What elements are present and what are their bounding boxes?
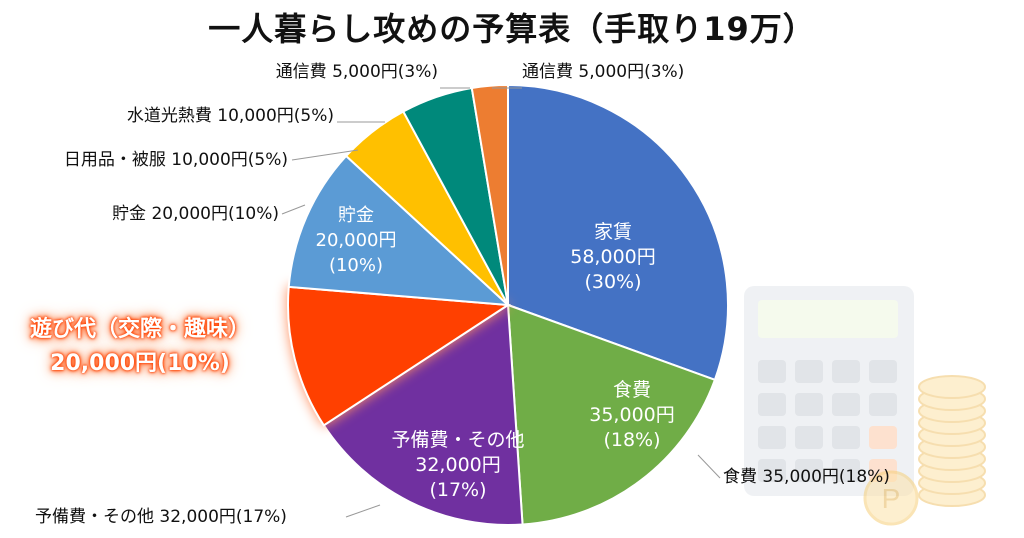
label-rent-inside: 家賃 58,000円 (30%): [570, 220, 655, 295]
calculator-key: [758, 360, 786, 383]
label-food-inside: 食費 35,000円 (18%): [589, 378, 674, 453]
label-comm-right: 通信費 5,000円(3%): [522, 62, 685, 82]
label-savings-amount: 20,000円: [315, 230, 397, 251]
calculator-key: [832, 393, 860, 416]
label-reserve-percent: (17%): [429, 479, 487, 501]
pie-slice-0: [507, 83, 729, 382]
leader-food: [697, 454, 721, 479]
svg-text:P: P: [882, 483, 901, 514]
calculator-key: [832, 459, 860, 482]
calculator-icon: [744, 286, 914, 496]
highlight-amount: 20,000円(10%): [50, 351, 230, 376]
calculator-key: [795, 459, 823, 482]
label-food-name: 食費: [612, 379, 652, 401]
label-food-amount: 35,000円: [589, 404, 675, 426]
label-savings-inside: 貯金 20,000円 (10%): [316, 203, 397, 278]
coin: [918, 375, 986, 399]
label-reserve-outside: 予備費・その他 32,000円(17%): [35, 507, 287, 527]
calculator-key: [869, 426, 897, 449]
label-savings-outside: 貯金 20,000円(10%): [112, 204, 279, 224]
label-daily: 日用品・被服 10,000円(5%): [63, 150, 288, 170]
calculator-key: [758, 459, 786, 482]
label-savings-percent: (10%): [328, 255, 384, 276]
label-comm-left: 通信費 5,000円(3%): [275, 62, 438, 82]
pie-slice-7: [470, 83, 509, 306]
leader-daily: [291, 149, 359, 161]
leader-savings: [281, 204, 306, 215]
calculator-key: [758, 426, 786, 449]
label-utilities: 水道光熱費 10,000円(5%): [126, 106, 334, 126]
label-rent-name: 家賃: [593, 221, 633, 243]
calculator-key: [795, 360, 823, 383]
highlight-name: 遊び代（交際・趣味）: [29, 317, 251, 342]
label-food-percent: (18%): [603, 429, 661, 451]
coins-icon: P: [863, 375, 986, 526]
label-reserve-name: 予備費・その他: [391, 429, 525, 451]
pie-slice-3: [287, 285, 511, 427]
label-reserve-amount: 32,000円: [415, 454, 501, 476]
label-food-outside: 食費 35,000円(18%): [723, 467, 890, 487]
calculator-key: [795, 393, 823, 416]
highlight-label-leisure: 遊び代（交際・趣味） 20,000円(10%): [30, 313, 250, 381]
chart-title: 一人暮らし攻めの予算表（手取り19万）: [208, 10, 816, 48]
pie-slice-4: [287, 154, 511, 307]
label-rent-percent: (30%): [584, 271, 642, 293]
label-savings-name: 貯金: [337, 205, 374, 226]
pie-slice-1: [506, 303, 717, 526]
pie-slice-2: [322, 303, 524, 526]
calculator-key: [795, 426, 823, 449]
label-reserve-inside: 予備費・その他 32,000円 (17%): [391, 428, 524, 503]
calculator-key: [832, 360, 860, 383]
leader-reserve: [345, 504, 381, 518]
calculator-key: [869, 393, 897, 416]
calculator-key: [869, 360, 897, 383]
label-rent-amount: 58,000円: [570, 246, 656, 268]
calculator-key: [832, 426, 860, 449]
calculator-key: [758, 393, 786, 416]
